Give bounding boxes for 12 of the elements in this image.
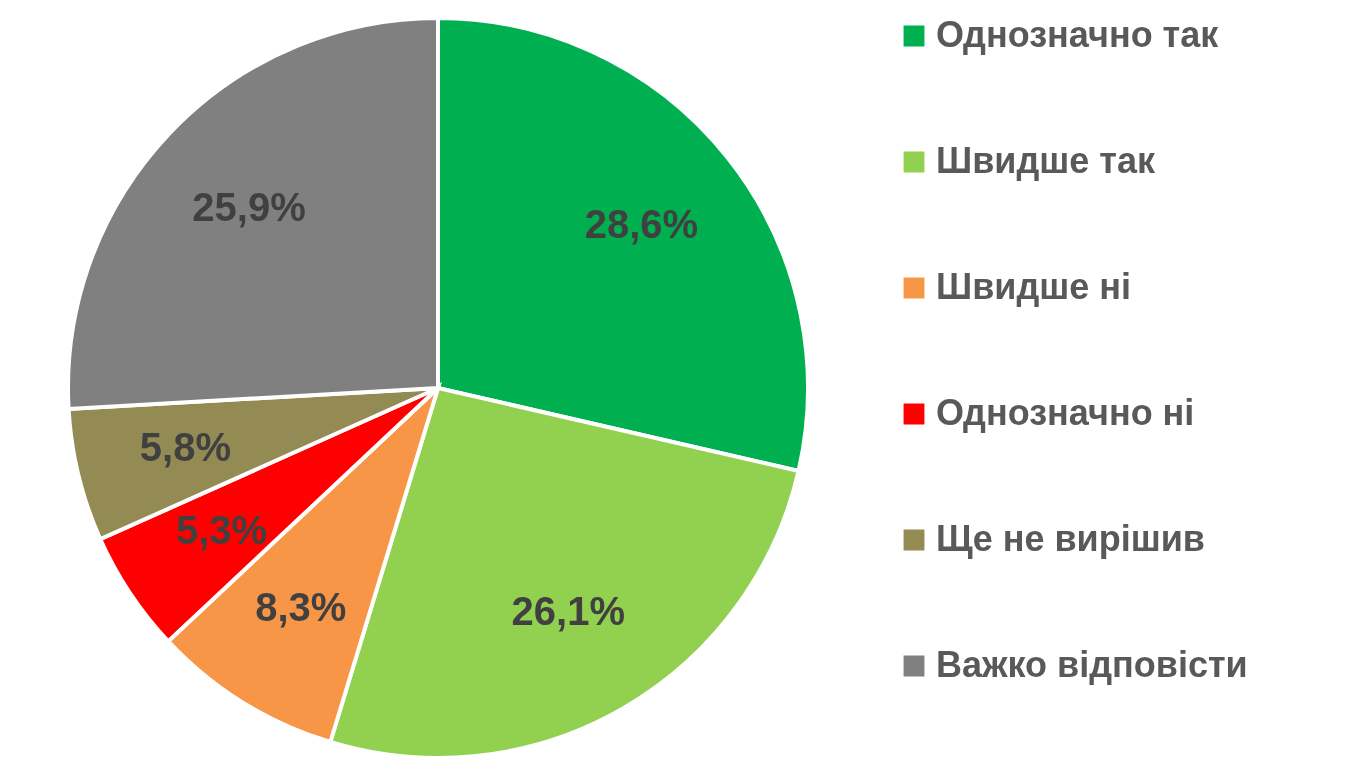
data-label: 26,1% (511, 589, 625, 634)
data-label: 8,3% (255, 584, 347, 629)
legend-label: Однозначно так (936, 14, 1220, 55)
legend-label: Однозначно ні (936, 392, 1195, 433)
data-label: 5,3% (176, 508, 268, 553)
data-label: 28,6% (584, 202, 699, 247)
data-label: 5,8% (139, 425, 231, 470)
legend-label: Швидше так (936, 140, 1156, 181)
data-label: 25,9% (192, 185, 306, 230)
legend-label: Швидше ні (936, 266, 1132, 307)
legend-label: Ще не вирішив (936, 518, 1205, 559)
legend-label: Важко відповісти (936, 644, 1248, 685)
